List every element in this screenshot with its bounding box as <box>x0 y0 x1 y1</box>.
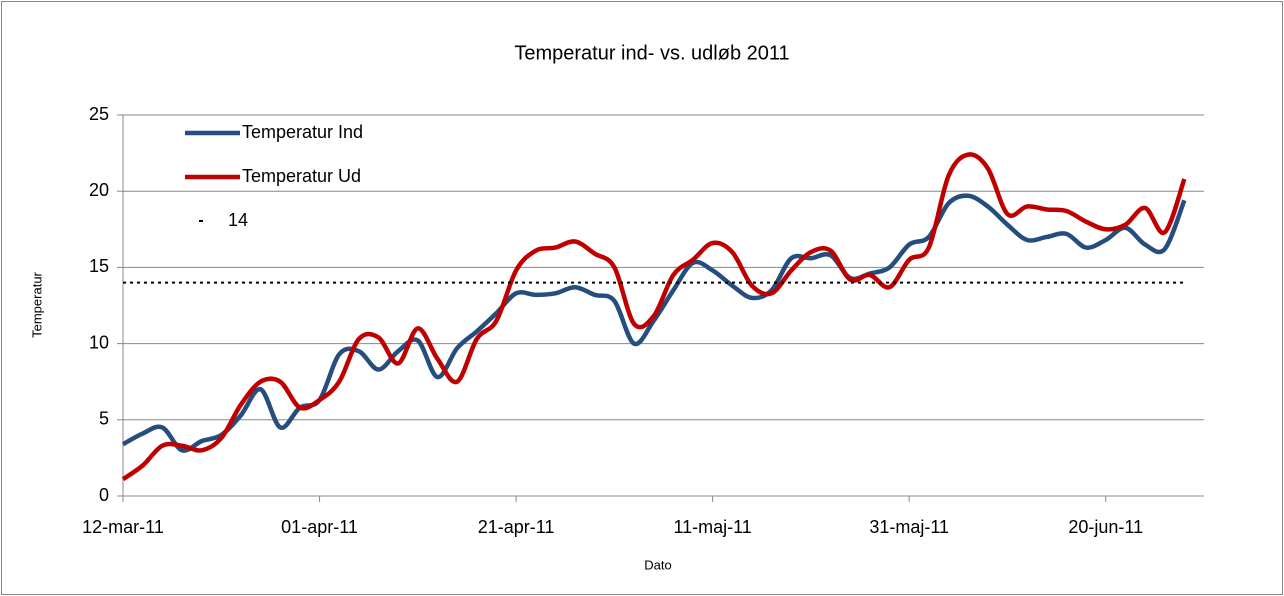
data-line <box>121 152 1187 482</box>
y-tick-label: 20 <box>89 180 109 200</box>
legend-label: Temperatur Ind <box>242 122 363 142</box>
x-axis-label: Dato <box>644 557 671 572</box>
x-tick-label: 31-maj-11 <box>869 517 949 537</box>
y-tick-label: 15 <box>89 256 109 276</box>
x-tick-label: 20-jun-11 <box>1068 517 1143 537</box>
x-tick-label: 12-mar-11 <box>82 517 164 537</box>
legend-label: Temperatur Ud <box>242 166 361 186</box>
y-axis-label: Temperatur <box>29 271 44 337</box>
chart-title: Temperatur ind- vs. udløb 2011 <box>514 42 789 64</box>
x-tick-label: 11-maj-11 <box>673 517 751 537</box>
y-tick-label: 25 <box>89 104 109 124</box>
y-tick-label: 0 <box>99 485 109 505</box>
x-tick-label: 01-apr-11 <box>281 517 358 537</box>
x-tick-label: 21-apr-11 <box>478 517 555 537</box>
y-tick-label: 10 <box>89 332 109 352</box>
y-tick-label: 5 <box>99 409 109 429</box>
legend-label: 14 <box>228 210 248 230</box>
